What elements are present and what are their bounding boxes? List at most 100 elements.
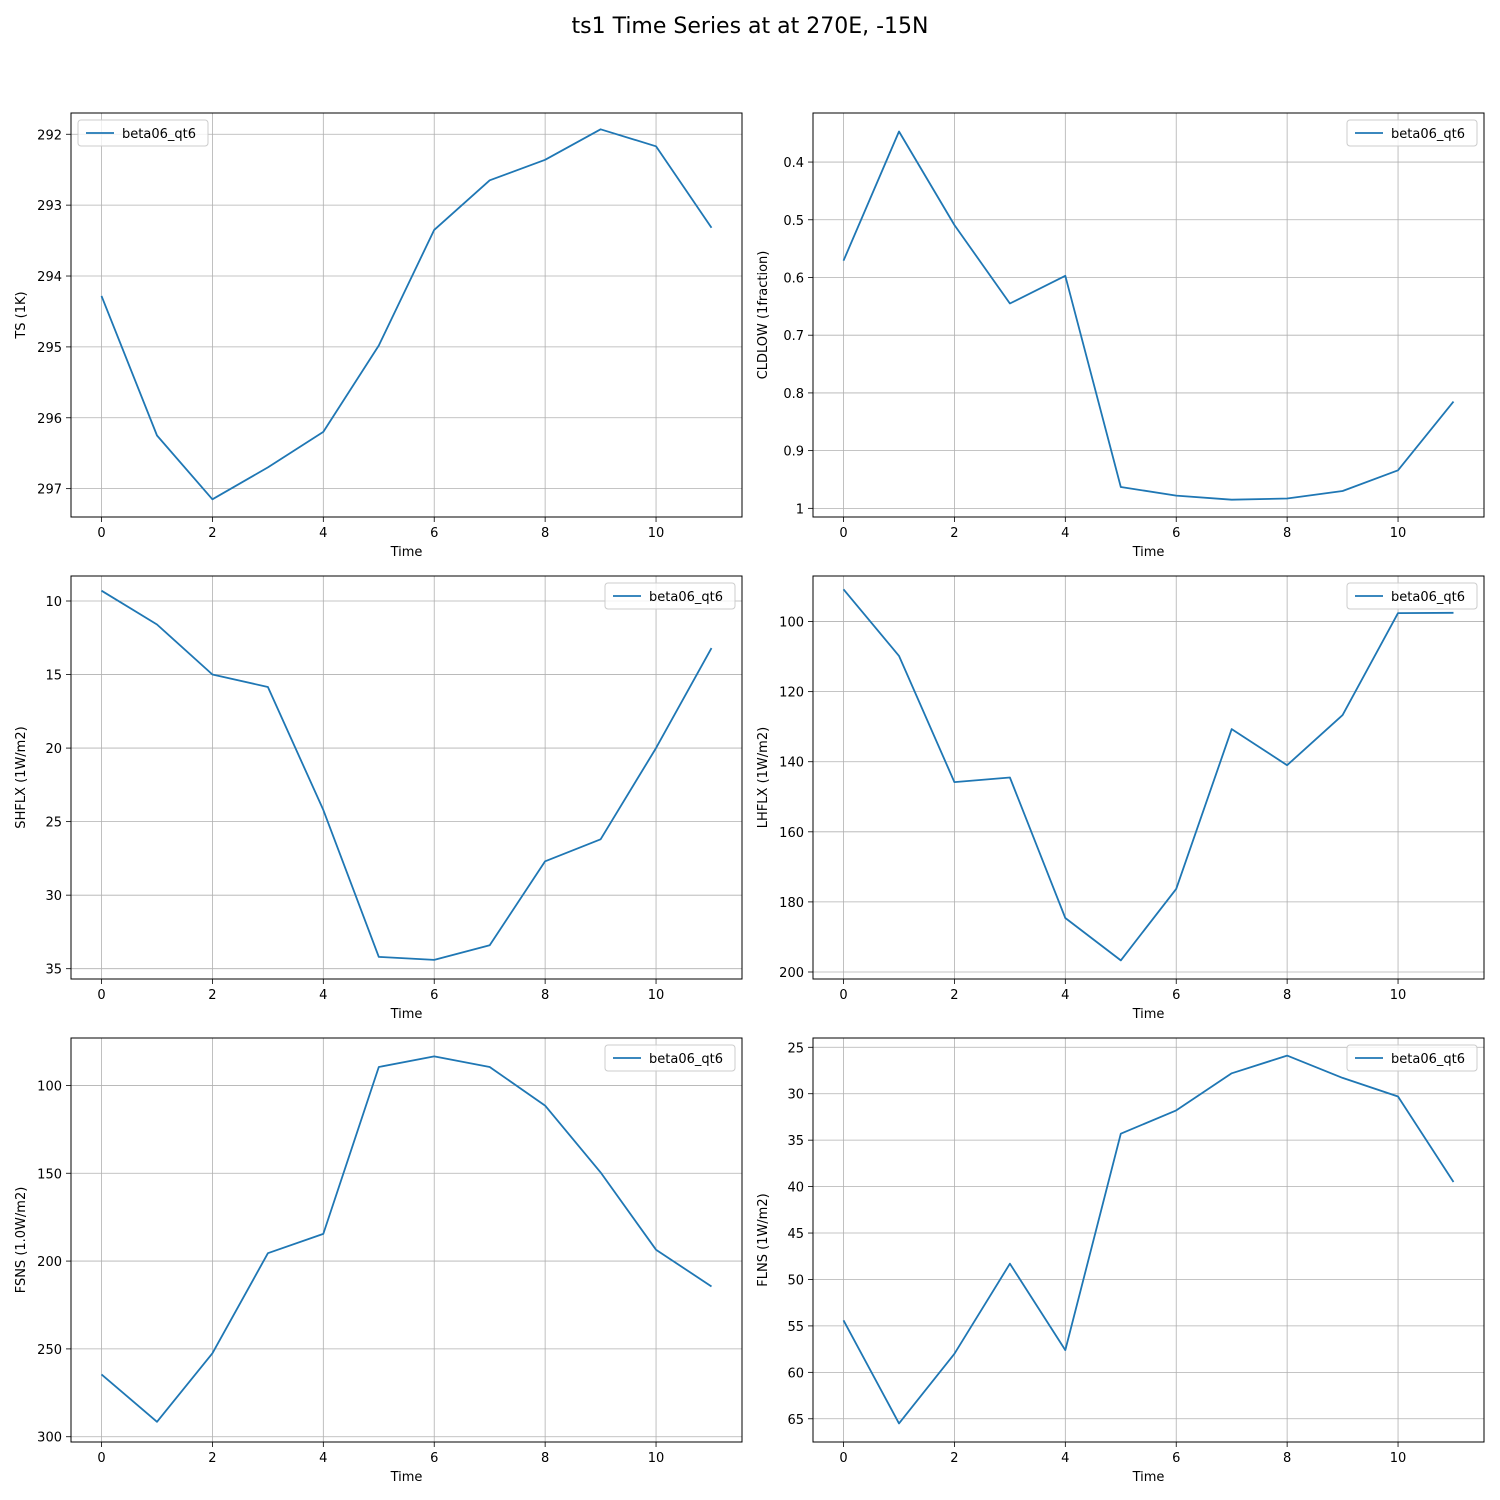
series-line bbox=[100, 128, 713, 501]
y-tick-label: 10 bbox=[45, 595, 62, 610]
y-tick-label: 297 bbox=[37, 483, 62, 498]
x-tick-label: 8 bbox=[1283, 988, 1291, 1003]
x-tick-label: 2 bbox=[208, 988, 216, 1003]
series-line bbox=[842, 1054, 1455, 1425]
y-tick-label: 140 bbox=[779, 756, 804, 771]
x-tick-label: 0 bbox=[97, 988, 105, 1003]
x-tick-label: 4 bbox=[319, 988, 327, 1003]
y-tick-label: 295 bbox=[37, 341, 62, 356]
y-tick-label: 15 bbox=[45, 669, 62, 684]
y-tick-label: 0.4 bbox=[783, 156, 804, 171]
y-tick-label: 294 bbox=[37, 270, 62, 285]
y-axis-label: LHFLX (1W/m2) bbox=[756, 727, 771, 828]
y-tick-label: 120 bbox=[779, 686, 804, 701]
legend-label: beta06_qt6 bbox=[1391, 127, 1465, 142]
axes-frame bbox=[812, 112, 1485, 518]
x-tick-label: 0 bbox=[839, 526, 847, 541]
x-axis-label: Time bbox=[1132, 1470, 1165, 1485]
x-tick-label: 4 bbox=[1061, 1451, 1069, 1466]
x-tick-label: 10 bbox=[1390, 988, 1407, 1003]
y-tick-label: 1 bbox=[796, 502, 804, 517]
legend-box bbox=[1346, 119, 1478, 147]
x-tick-label: 2 bbox=[950, 526, 958, 541]
axes-frame bbox=[70, 112, 743, 518]
x-tick-label: 8 bbox=[541, 988, 549, 1003]
legend: beta06_qt6 bbox=[1346, 119, 1478, 147]
y-tick-label: 150 bbox=[37, 1167, 62, 1182]
y-tick-label: 100 bbox=[779, 616, 804, 631]
x-tick-label: 6 bbox=[1172, 988, 1180, 1003]
x-tick-label: 8 bbox=[1283, 526, 1291, 541]
legend: beta06_qt6 bbox=[1346, 1044, 1478, 1072]
x-axis-label: Time bbox=[1132, 1007, 1165, 1022]
x-tick-label: 8 bbox=[1283, 1451, 1291, 1466]
y-tick-label: 0.8 bbox=[783, 387, 804, 402]
legend-label: beta06_qt6 bbox=[122, 127, 196, 142]
y-tick-label: 35 bbox=[787, 1134, 804, 1149]
x-tick-label: 4 bbox=[319, 1451, 327, 1466]
x-tick-label: 6 bbox=[1172, 526, 1180, 541]
series-line bbox=[100, 1055, 712, 1423]
x-tick-label: 0 bbox=[97, 526, 105, 541]
y-tick-label: 160 bbox=[779, 826, 804, 841]
x-tick-label: 10 bbox=[1390, 1451, 1407, 1466]
x-tick-label: 8 bbox=[541, 526, 549, 541]
x-tick-label: 8 bbox=[541, 1451, 549, 1466]
y-tick-label: 25 bbox=[45, 816, 62, 831]
axes-frame bbox=[812, 1037, 1485, 1443]
y-axis-label: SHFLX (1W/m2) bbox=[14, 726, 29, 828]
x-tick-label: 0 bbox=[97, 1451, 105, 1466]
subplot-2: 0 2 4 6 8 10 0.4 0.5 0.6 0.7 0.8 0.9 1 Time CLDLOW (1f… bbox=[756, 112, 1485, 560]
y-tick-label: 296 bbox=[37, 412, 62, 427]
legend: beta06_qt6 bbox=[604, 1044, 736, 1072]
y-tick-label: 293 bbox=[37, 199, 62, 214]
figure-title: ts1 Time Series at at 270E, -15N bbox=[571, 14, 929, 39]
y-tick-label: 50 bbox=[787, 1273, 804, 1288]
x-tick-label: 6 bbox=[430, 988, 438, 1003]
y-tick-label: 0.7 bbox=[783, 329, 804, 344]
subplot-3: 0 2 4 6 8 10 10 15 20 25 30 35 Time SHFLX (1W/m2) beta… bbox=[14, 575, 743, 1022]
subplot-4: 0 2 4 6 8 10 100 120 140 160 180 200 Time LHFLX (1W/m… bbox=[756, 575, 1485, 1022]
x-tick-label: 2 bbox=[208, 1451, 216, 1466]
x-axis-label: Time bbox=[390, 1470, 423, 1485]
y-tick-label: 250 bbox=[37, 1343, 62, 1358]
x-tick-label: 0 bbox=[839, 1451, 847, 1466]
legend-label: beta06_qt6 bbox=[649, 1052, 723, 1067]
y-tick-label: 300 bbox=[37, 1431, 62, 1446]
x-axis-label: Time bbox=[1132, 545, 1165, 560]
x-tick-label: 0 bbox=[839, 988, 847, 1003]
y-axis-label: FLNS (1W/m2) bbox=[756, 1193, 771, 1286]
x-tick-label: 2 bbox=[950, 1451, 958, 1466]
legend-box bbox=[1346, 582, 1478, 610]
x-tick-label: 4 bbox=[1061, 526, 1069, 541]
series-line bbox=[842, 130, 1455, 501]
y-axis-label: FSNS (1.0W/m2) bbox=[14, 1187, 29, 1294]
series-line bbox=[101, 589, 713, 961]
y-tick-label: 25 bbox=[787, 1041, 804, 1056]
legend: beta06_qt6 bbox=[1346, 582, 1478, 610]
legend: beta06_qt6 bbox=[77, 119, 209, 147]
subplot-1: 0 2 4 6 8 10 292 293 294 295 296 297 Time TS (1K) beta… bbox=[14, 112, 743, 560]
legend-label: beta06_qt6 bbox=[1391, 1052, 1465, 1067]
legend-box bbox=[604, 582, 736, 610]
x-tick-label: 10 bbox=[1390, 526, 1407, 541]
legend-box bbox=[1346, 1044, 1478, 1072]
x-tick-label: 6 bbox=[430, 526, 438, 541]
axes-frame bbox=[70, 575, 743, 980]
y-tick-label: 200 bbox=[37, 1255, 62, 1270]
y-tick-label: 0.9 bbox=[783, 445, 804, 460]
y-tick-label: 180 bbox=[779, 896, 804, 911]
series-line bbox=[842, 588, 1454, 962]
y-tick-label: 65 bbox=[787, 1413, 804, 1428]
y-tick-label: 30 bbox=[45, 889, 62, 904]
y-tick-label: 0.5 bbox=[783, 214, 804, 229]
x-tick-label: 10 bbox=[648, 526, 665, 541]
x-axis-label: Time bbox=[390, 1007, 423, 1022]
x-tick-label: 2 bbox=[208, 526, 216, 541]
axes-frame bbox=[812, 575, 1485, 980]
y-tick-label: 45 bbox=[787, 1227, 804, 1242]
y-tick-label: 40 bbox=[787, 1181, 804, 1196]
legend-box bbox=[77, 119, 209, 147]
